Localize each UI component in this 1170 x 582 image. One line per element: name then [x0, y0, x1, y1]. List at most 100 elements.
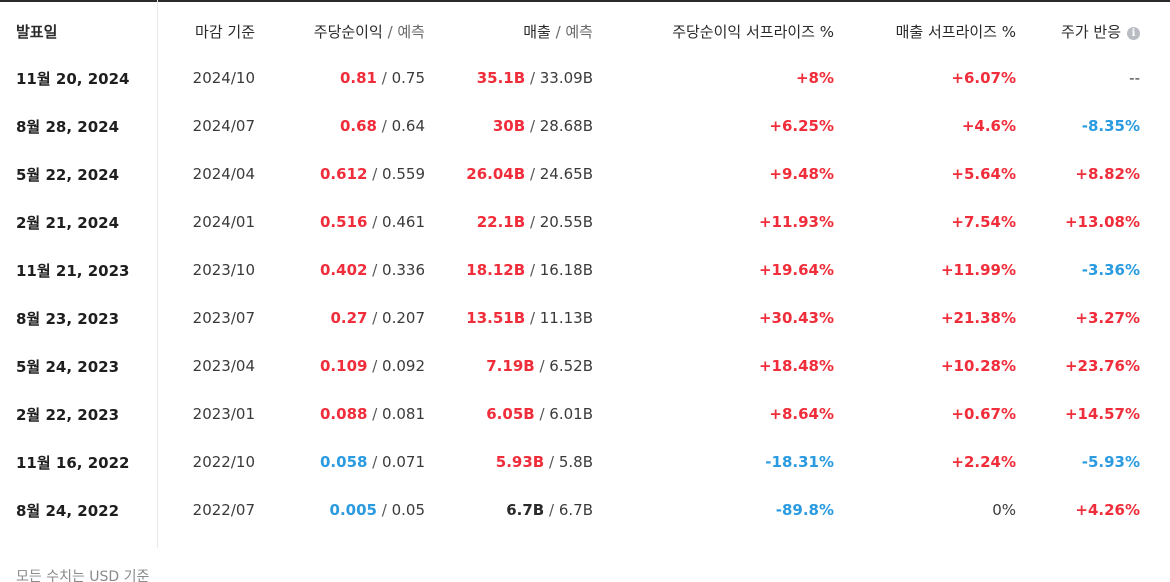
- header-price-reaction[interactable]: 주가 반응 i: [1016, 8, 1140, 54]
- cell-revenue: 22.1B / 20.55B: [425, 198, 593, 246]
- row-pad: [1140, 54, 1170, 102]
- cell-eps-surprise: +6.25%: [593, 102, 834, 150]
- eps-surprise-value: +8.64%: [769, 405, 834, 423]
- eps-separator: /: [367, 165, 383, 183]
- eps-actual: 0.088: [320, 405, 368, 423]
- price-reaction-value: -8.35%: [1081, 117, 1140, 135]
- revenue-separator: /: [525, 69, 540, 87]
- header-eps-surprise[interactable]: 주당순이익 서프라이즈 %: [672, 22, 834, 41]
- price-reaction-value: +8.82%: [1075, 165, 1140, 183]
- revenue-estimate: 24.65B: [539, 165, 593, 183]
- row-pad: [1140, 390, 1170, 438]
- table-row[interactable]: 11월 20, 2024 2024/10 0.81 / 0.75 35.1B / 33…: [0, 54, 1170, 102]
- revenue-surprise-value: +5.64%: [951, 165, 1016, 183]
- row-pad: [1140, 342, 1170, 390]
- eps-surprise-value: +9.48%: [769, 165, 834, 183]
- cell-report-date: 5월 22, 2024: [16, 165, 120, 184]
- cell-eps-surprise: +11.93%: [593, 198, 834, 246]
- eps-surprise-value: -89.8%: [775, 501, 834, 519]
- eps-estimate: 0.05: [391, 501, 425, 519]
- cell-revenue-surprise: +0.67%: [834, 390, 1016, 438]
- revenue-surprise-value: +4.6%: [961, 117, 1016, 135]
- revenue-estimate: 16.18B: [539, 261, 593, 279]
- cell-price-reaction: +4.26%: [1016, 486, 1140, 534]
- eps-surprise-value: +6.25%: [769, 117, 834, 135]
- price-reaction-value: -3.36%: [1081, 261, 1140, 279]
- cell-eps-surprise: -18.31%: [593, 438, 834, 486]
- cell-fiscal-period: 2023/04: [192, 357, 255, 375]
- cell-fiscal-period: 2023/10: [192, 261, 255, 279]
- cell-fiscal-period: 2024/01: [192, 213, 255, 231]
- cell-eps: 0.68 / 0.64: [255, 102, 425, 150]
- cell-eps-surprise: +9.48%: [593, 150, 834, 198]
- cell-price-reaction: -5.93%: [1016, 438, 1140, 486]
- table-row[interactable]: 5월 24, 2023 2023/04 0.109 / 0.092 7.19B / 6…: [0, 342, 1170, 390]
- cell-fiscal-period: 2023/07: [192, 309, 255, 327]
- cell-revenue: 30B / 28.68B: [425, 102, 593, 150]
- cell-fiscal-period: 2024/10: [192, 69, 255, 87]
- cell-eps-surprise: +18.48%: [593, 342, 834, 390]
- table-row[interactable]: 11월 16, 2022 2022/10 0.058 / 0.071 5.93B / …: [0, 438, 1170, 486]
- header-date[interactable]: 발표일: [16, 22, 58, 41]
- cell-eps: 0.058 / 0.071: [255, 438, 425, 486]
- header-price-reaction-label: 주가 반응: [1061, 22, 1121, 41]
- cell-revenue-surprise: +4.6%: [834, 102, 1016, 150]
- header-eps-label: 주당순이익: [313, 22, 383, 41]
- cell-eps-surprise: +19.64%: [593, 246, 834, 294]
- table-row[interactable]: 2월 21, 2024 2024/01 0.516 / 0.461 22.1B / 2…: [0, 198, 1170, 246]
- cell-revenue: 13.51B / 11.13B: [425, 294, 593, 342]
- row-pad: [1140, 198, 1170, 246]
- cell-fiscal-period: 2022/07: [192, 501, 255, 519]
- revenue-actual: 7.19B: [486, 357, 535, 375]
- price-reaction-value: +14.57%: [1064, 405, 1140, 423]
- eps-actual: 0.27: [330, 309, 368, 327]
- header-revenue-estimate-label: / 예측: [550, 22, 593, 41]
- revenue-separator: /: [534, 357, 550, 375]
- cell-revenue-surprise: +7.54%: [834, 198, 1016, 246]
- revenue-surprise-value: +11.99%: [940, 261, 1016, 279]
- revenue-separator: /: [525, 213, 540, 231]
- cell-fiscal-period: 2024/04: [192, 165, 255, 183]
- table-row[interactable]: 8월 24, 2022 2022/07 0.005 / 0.05 6.7B / 6.7…: [0, 486, 1170, 534]
- revenue-separator: /: [525, 309, 540, 327]
- table-row[interactable]: 8월 23, 2023 2023/07 0.27 / 0.207 13.51B / 1…: [0, 294, 1170, 342]
- info-icon[interactable]: i: [1127, 26, 1140, 40]
- table-header: 발표일 마감 기준 주당순이익 / 예측 매출 / 예측 주당순이익 서프라이즈…: [0, 8, 1170, 54]
- table-row[interactable]: 8월 28, 2024 2024/07 0.68 / 0.64 30B / 28.68…: [0, 102, 1170, 150]
- eps-actual: 0.516: [320, 213, 368, 231]
- table-row[interactable]: 11월 21, 2023 2023/10 0.402 / 0.336 18.12B /…: [0, 246, 1170, 294]
- eps-separator: /: [367, 309, 383, 327]
- cell-report-date: 2월 22, 2023: [16, 405, 120, 424]
- cell-price-reaction: +13.08%: [1016, 198, 1140, 246]
- price-reaction-value: +23.76%: [1064, 357, 1140, 375]
- header-revenue-surprise[interactable]: 매출 서프라이즈 %: [895, 22, 1016, 41]
- table-row[interactable]: 2월 22, 2023 2023/01 0.088 / 0.081 6.05B / 6…: [0, 390, 1170, 438]
- revenue-surprise-value: +6.07%: [951, 69, 1016, 87]
- row-pad: [1140, 438, 1170, 486]
- cell-report-date: 8월 28, 2024: [16, 117, 120, 136]
- eps-estimate: 0.461: [382, 213, 425, 231]
- eps-separator: /: [377, 117, 392, 135]
- revenue-separator: /: [534, 405, 550, 423]
- column-divider: [157, 0, 158, 548]
- revenue-separator: /: [525, 165, 540, 183]
- cell-revenue: 6.05B / 6.01B: [425, 390, 593, 438]
- eps-separator: /: [367, 453, 383, 471]
- eps-separator: /: [367, 213, 383, 231]
- cell-revenue-surprise: +21.38%: [834, 294, 1016, 342]
- cell-price-reaction: +3.27%: [1016, 294, 1140, 342]
- header-eps[interactable]: 주당순이익 / 예측: [255, 8, 425, 54]
- revenue-surprise-value: +2.24%: [951, 453, 1016, 471]
- table-row[interactable]: 5월 22, 2024 2024/04 0.612 / 0.559 26.04B / …: [0, 150, 1170, 198]
- price-reaction-value: -5.93%: [1081, 453, 1140, 471]
- cell-fiscal-period: 2024/07: [192, 117, 255, 135]
- cell-revenue-surprise: +2.24%: [834, 438, 1016, 486]
- header-period[interactable]: 마감 기준: [195, 22, 255, 41]
- header-revenue[interactable]: 매출 / 예측: [425, 8, 593, 54]
- cell-eps-surprise: +8.64%: [593, 390, 834, 438]
- row-pad: [1140, 486, 1170, 534]
- revenue-actual: 6.05B: [486, 405, 535, 423]
- eps-estimate: 0.336: [382, 261, 425, 279]
- cell-revenue: 18.12B / 16.18B: [425, 246, 593, 294]
